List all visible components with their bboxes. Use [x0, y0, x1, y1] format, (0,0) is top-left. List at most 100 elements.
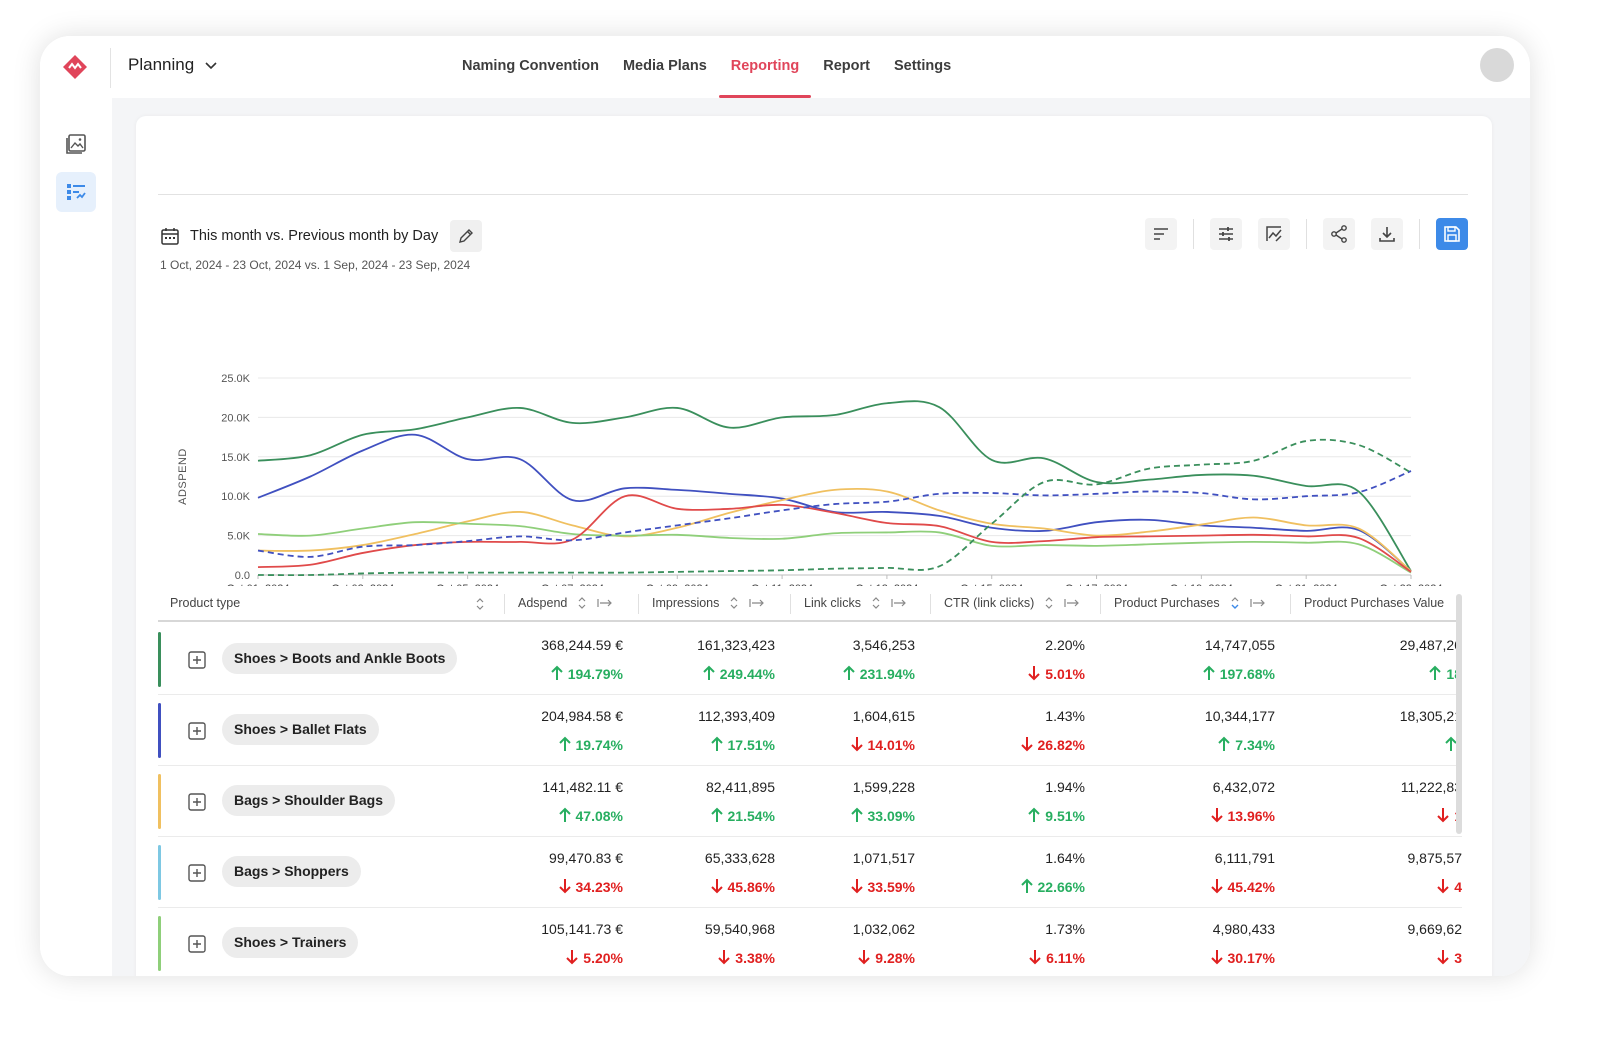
edit-period-button[interactable]	[450, 220, 483, 252]
move-column-icon[interactable]	[1064, 598, 1080, 608]
column-header-link-clicks[interactable]: Link clicks	[804, 586, 907, 620]
product-type-chip[interactable]: Bags > Shoppers	[222, 856, 361, 887]
sort-icon[interactable]	[475, 597, 485, 611]
move-column-icon[interactable]	[597, 598, 613, 608]
column-header-product-purchases-value[interactable]: Product Purchases Value	[1304, 596, 1445, 610]
expand-row-icon[interactable]	[188, 935, 206, 953]
arrow-down-icon	[850, 737, 863, 752]
arrow-down-icon	[1437, 879, 1449, 894]
sort-icon[interactable]	[871, 596, 881, 610]
sidebar-item-gallery[interactable]	[56, 124, 96, 164]
x-tick-label: Oct 21, 2024	[1275, 583, 1338, 586]
sort-icon[interactable]	[577, 596, 587, 610]
cell-value: 6,111,791	[1214, 850, 1275, 866]
nav-settings[interactable]: Settings	[893, 58, 952, 74]
cell-value: 3,546,253	[852, 637, 915, 653]
table-scrollbar[interactable]	[1456, 594, 1462, 834]
table-row[interactable]: Shoes > Boots and Ankle Boots 368,244.59 …	[158, 624, 1462, 695]
product-type-chip[interactable]: Bags > Shoulder Bags	[222, 785, 395, 816]
table-row[interactable]: Shoes > Ballet Flats 204,984.58 € 112,393,…	[158, 695, 1462, 766]
cell-value: 9,875,57	[1407, 850, 1463, 866]
header-divider	[790, 594, 791, 614]
product-type-chip[interactable]: Shoes > Trainers	[222, 927, 359, 958]
top-bar: Planning Naming Convention Media Plans R…	[40, 36, 1530, 98]
cell-change: 19.74%	[558, 736, 623, 753]
download-button[interactable]	[1371, 218, 1403, 250]
cell-value: 4,980,433	[1212, 921, 1275, 937]
arrow-up-icon	[1028, 807, 1041, 822]
report-card: This month vs. Previous month by Day 1 O…	[136, 116, 1492, 976]
sort-icon[interactable]	[1044, 596, 1054, 610]
cell-value: 368,244.59 €	[541, 637, 623, 653]
sort-button[interactable]	[1145, 218, 1177, 250]
sidebar	[40, 98, 112, 976]
product-type-chip[interactable]: Shoes > Boots and Ankle Boots	[222, 643, 458, 674]
cell-change: 5.01%	[1027, 665, 1085, 682]
y-tick-label: 20.0K	[221, 412, 250, 424]
chart-edit-icon	[1266, 226, 1282, 242]
row-color-marker	[158, 845, 161, 900]
arrow-up-icon	[710, 807, 723, 822]
column-header-product-type[interactable]: Product type	[170, 586, 484, 620]
row-color-marker	[158, 632, 161, 687]
arrow-down-icon	[1210, 879, 1223, 894]
cell-value: 65,333,628	[704, 850, 775, 866]
main-nav: Naming Convention Media Plans Reporting …	[450, 36, 963, 98]
avatar[interactable]	[1480, 48, 1514, 82]
expand-row-icon[interactable]	[188, 864, 206, 882]
arrow-down-icon	[1210, 950, 1223, 965]
image-gallery-icon	[66, 134, 86, 154]
move-column-icon[interactable]	[891, 598, 907, 608]
column-header-adspend[interactable]: Adspend	[518, 586, 613, 620]
workspace-selector[interactable]: Planning	[128, 55, 218, 75]
x-tick-label: Oct 01, 2024	[227, 583, 290, 586]
x-tick-label: Oct 13, 2024	[855, 583, 918, 586]
cell-value: 1.43%	[1045, 708, 1085, 724]
column-header-product-purchases[interactable]: Product Purchases	[1114, 586, 1266, 620]
move-column-icon[interactable]	[1250, 598, 1266, 608]
report-toolbar	[1129, 218, 1468, 250]
cell-change: 9.51%	[1027, 807, 1085, 824]
arrow-down-icon	[566, 950, 579, 965]
save-button[interactable]	[1436, 218, 1468, 250]
filter-settings-button[interactable]	[1210, 218, 1242, 250]
nav-reporting[interactable]: Reporting	[718, 36, 812, 98]
expand-row-icon[interactable]	[188, 722, 206, 740]
share-button[interactable]	[1323, 218, 1355, 250]
x-tick-label: Oct 17, 2024	[1065, 583, 1128, 586]
table-row[interactable]: Bags > Shoppers 99,470.83 € 65,333,628 1,07…	[158, 837, 1462, 908]
product-type-chip[interactable]: Shoes > Ballet Flats	[222, 714, 379, 745]
arrow-up-icon	[558, 736, 571, 751]
cell-change: 194.79%	[550, 665, 623, 682]
app-logo-icon[interactable]	[62, 54, 88, 80]
toolbar-divider	[1306, 219, 1307, 249]
move-column-icon[interactable]	[749, 598, 765, 608]
column-header-ctr[interactable]: CTR (link clicks)	[944, 586, 1080, 620]
arrow-down-icon	[1028, 666, 1041, 681]
sidebar-item-reporting[interactable]	[56, 172, 96, 212]
table-row[interactable]: Bags > Shoulder Bags 141,482.11 € 82,411,8…	[158, 766, 1462, 837]
sort-icon[interactable]	[729, 596, 739, 610]
series-line-6	[257, 470, 1412, 558]
cell-value: 204,984.58 €	[541, 708, 623, 724]
nav-media-plans[interactable]: Media Plans	[622, 58, 707, 74]
arrow-up-icon	[850, 807, 863, 822]
y-tick-label: 5.0K	[227, 531, 250, 543]
sort-icon[interactable]	[1230, 596, 1240, 610]
table-row[interactable]: Shoes > Trainers 105,141.73 € 59,540,968 1,…	[158, 908, 1462, 976]
header-divider	[638, 594, 639, 614]
expand-row-icon[interactable]	[188, 793, 206, 811]
download-icon	[1379, 227, 1395, 242]
nav-report[interactable]: Report	[823, 58, 870, 74]
expand-row-icon[interactable]	[188, 651, 206, 669]
arrow-up-icon	[710, 736, 723, 751]
chart-options-button[interactable]	[1258, 218, 1290, 250]
column-header-impressions[interactable]: Impressions	[652, 586, 765, 620]
cell-value: 18,305,21	[1399, 708, 1462, 724]
cell-value: 1,071,517	[852, 850, 915, 866]
series-line-3	[257, 487, 1412, 572]
nav-naming-convention[interactable]: Naming Convention	[462, 58, 599, 74]
cell-change: 45.86%	[710, 878, 775, 895]
arrow-up-icon	[1218, 736, 1231, 751]
cell-change: 33.09%	[850, 807, 915, 824]
